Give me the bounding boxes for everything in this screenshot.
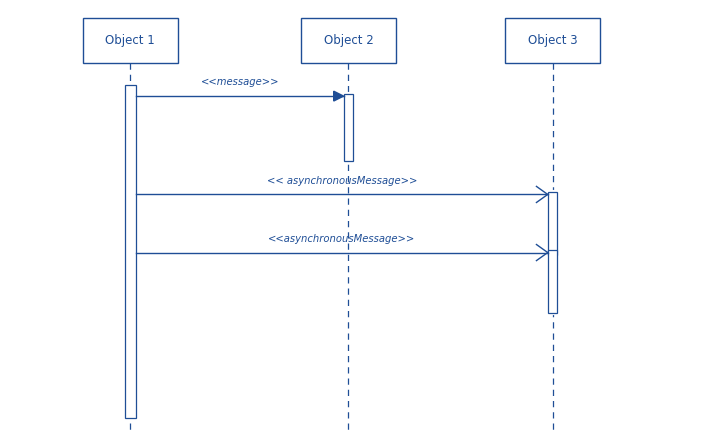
Bar xyxy=(344,94,353,161)
Polygon shape xyxy=(334,91,344,101)
Bar xyxy=(548,192,558,255)
Text: <<message>>: <<message>> xyxy=(201,77,279,87)
Bar xyxy=(301,18,396,63)
Bar xyxy=(83,18,177,63)
Text: Object 1: Object 1 xyxy=(106,34,155,47)
Text: << asynchronousMessage>>: << asynchronousMessage>> xyxy=(267,176,417,186)
Text: Object 3: Object 3 xyxy=(528,34,577,47)
Text: <<asynchronousMessage>>: <<asynchronousMessage>> xyxy=(268,234,415,244)
Bar xyxy=(125,85,136,418)
Bar xyxy=(505,18,600,63)
Bar xyxy=(548,250,558,313)
Text: Object 2: Object 2 xyxy=(324,34,373,47)
